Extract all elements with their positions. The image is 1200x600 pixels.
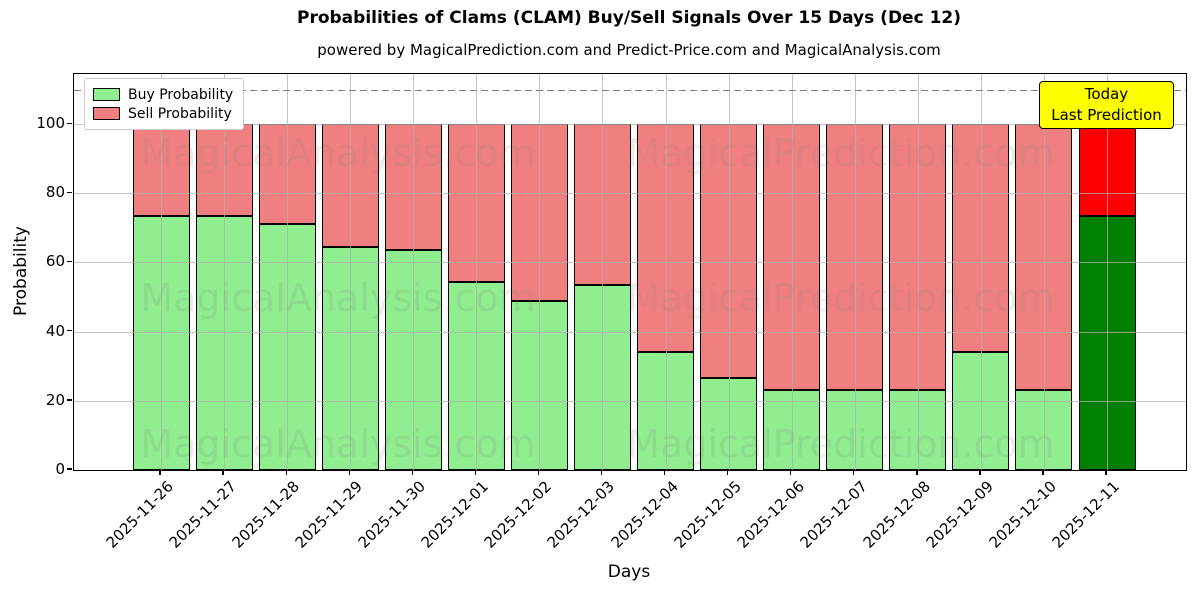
y-tick-mark: [67, 468, 72, 470]
x-gridline: [161, 74, 162, 470]
today-annotation-line1: Today: [1084, 85, 1129, 103]
y-tick-mark: [67, 330, 72, 332]
today-annotation-line2: Last Prediction: [1051, 106, 1162, 124]
x-tick-mark: [537, 470, 540, 475]
x-axis-label: Days: [607, 562, 651, 582]
chart-title: Probabilities of Clams (CLAM) Buy/Sell S…: [296, 8, 962, 28]
x-tick-mark: [159, 470, 161, 475]
y-tick-mark: [67, 399, 72, 401]
x-gridline: [917, 74, 919, 470]
plot-area: MagicalAnalysis.comMagicalPrediction.com…: [73, 73, 1187, 471]
x-tick-mark: [348, 470, 350, 475]
x-tick-mark: [411, 470, 413, 475]
x-tick-mark: [1042, 470, 1044, 475]
x-tick-mark: [222, 470, 224, 475]
x-gridline: [476, 74, 478, 470]
legend: Buy Probability Sell Probability: [84, 78, 245, 130]
x-tick-mark: [979, 470, 981, 475]
chart-subtitle: powered by MagicalPrediction.com and Pre…: [317, 41, 941, 59]
x-gridline: [539, 74, 541, 470]
x-tick-mark: [916, 470, 918, 475]
x-gridline: [602, 74, 604, 470]
x-tick-mark: [853, 470, 855, 475]
y-tick-label: 0: [55, 460, 65, 478]
legend-row-buy: Buy Probability: [93, 85, 233, 104]
legend-sell-label: Sell Probability: [128, 105, 232, 122]
x-tick-mark: [663, 470, 666, 475]
buy-swatch-icon: [93, 88, 120, 101]
x-gridline: [413, 74, 415, 470]
x-tick-mark: [474, 470, 477, 475]
x-gridline: [224, 74, 226, 470]
x-gridline: [728, 74, 730, 470]
y-tick-mark: [67, 122, 72, 124]
x-gridline: [1043, 74, 1045, 470]
y-tick-label: 100: [36, 114, 65, 133]
today-annotation: Today Last Prediction: [1039, 81, 1174, 129]
x-gridline: [287, 74, 289, 470]
y-gridline: [74, 331, 1186, 333]
y-gridline: [74, 193, 1186, 195]
y-tick-label: 60: [45, 252, 65, 271]
y-tick-label: 80: [45, 183, 65, 202]
x-tick-mark: [285, 470, 287, 475]
x-gridline: [1107, 74, 1109, 470]
x-gridline: [854, 74, 856, 470]
sell-swatch-icon: [93, 107, 120, 120]
dashed-threshold-line: [74, 89, 1186, 91]
y-tick-label: 40: [45, 321, 65, 340]
x-gridline: [791, 74, 793, 470]
legend-row-sell: Sell Probability: [93, 104, 233, 123]
y-gridline: [74, 400, 1186, 402]
legend-buy-label: Buy Probability: [128, 86, 234, 103]
x-gridline: [350, 74, 352, 470]
y-tick-mark: [67, 260, 72, 263]
x-tick-mark: [1105, 470, 1107, 475]
x-gridline: [980, 74, 982, 470]
x-tick-mark: [790, 470, 792, 475]
x-tick-mark: [600, 470, 603, 475]
y-gridline: [74, 262, 1186, 264]
y-tick-label: 20: [45, 390, 65, 409]
x-gridline: [665, 74, 667, 470]
y-tick-mark: [67, 191, 72, 194]
y-gridline: [74, 124, 1186, 126]
x-tick-mark: [727, 470, 729, 475]
